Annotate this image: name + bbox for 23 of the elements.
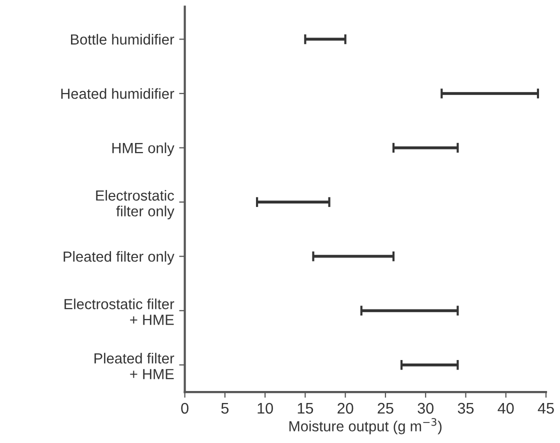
x-tick-label: 35 [458,402,474,414]
x-tick-label: 20 [338,402,354,414]
y-tick-label: Heated humidifier [61,88,174,99]
y-tick-label: Pleated filter + HME [94,352,174,380]
x-tick-label: 10 [258,402,273,414]
x-tick-label: 45 [538,403,554,414]
y-tick-label: Bottle humidifier [71,34,174,45]
bar [312,254,394,258]
x-tick-label: 5 [221,403,229,414]
y-tick-label: HME only [112,142,174,156]
x-tick-label: 30 [418,402,434,414]
x-tick-label: 0 [181,402,188,414]
bar [441,92,538,95]
y-tick-label: Pleated filter only [64,251,174,265]
y-tick-label: Electrostatic filter only [96,190,174,220]
bar [256,200,330,204]
bar [361,309,458,312]
bar [401,363,458,366]
x-tick-label: 25 [378,402,394,414]
x-tick-label: 40 [498,402,514,414]
y-tick-label: Electrostatic filter + HME [64,298,174,325]
x-tick-label: 15 [298,403,314,414]
x-axis-title: Moisture output (g m$^{−3}$) [289,418,442,434]
